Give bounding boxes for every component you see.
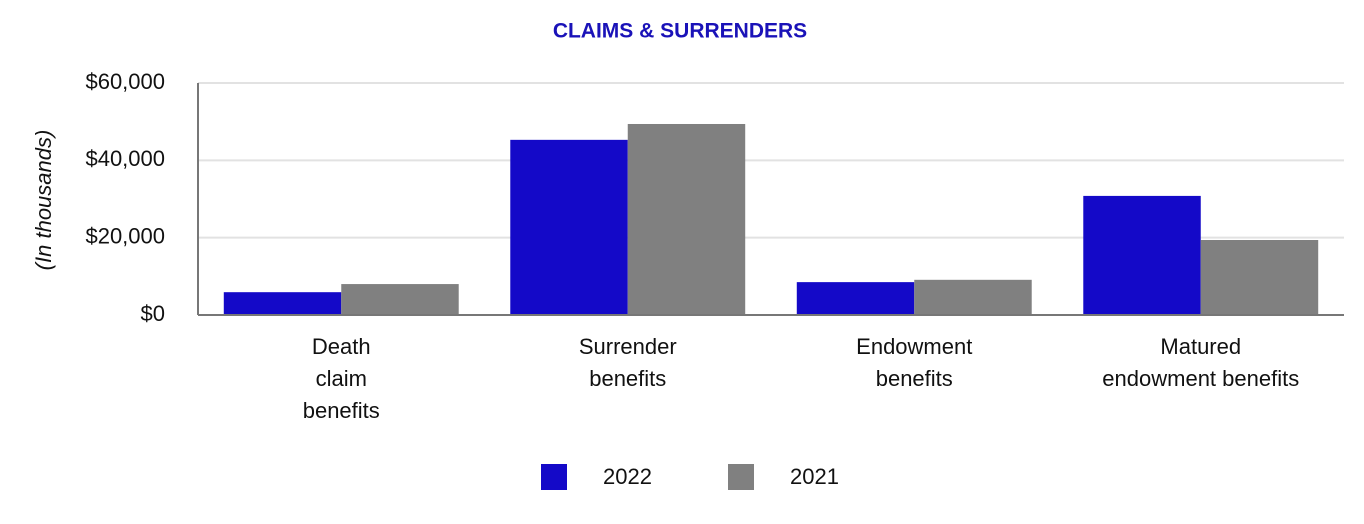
x-tick-label: Matured endowment benefits (1102, 334, 1300, 391)
x-tick-label: Surrender benefits (578, 334, 677, 391)
bar (914, 279, 1032, 315)
y-axis-label: (In thousands) (31, 130, 56, 271)
x-tick-label: Death claim benefits (302, 334, 380, 423)
y-tick-label: $40,000 (85, 146, 165, 171)
chart-title: CLAIMS & SURRENDERS (553, 20, 807, 43)
bar (510, 139, 628, 315)
bar (796, 282, 915, 315)
bar (1083, 195, 1201, 315)
bar (223, 292, 342, 315)
legend-label: 2021 (790, 464, 839, 489)
x-tick-label: Endowment benefits (856, 334, 973, 391)
bar (1200, 239, 1319, 315)
y-tick-label: $60,000 (85, 69, 165, 94)
bar (627, 123, 746, 315)
legend-swatch (541, 464, 567, 490)
bar (341, 284, 459, 315)
legend-label: 2022 (603, 464, 652, 489)
legend-swatch (728, 464, 754, 490)
y-tick-label: $0 (141, 301, 165, 326)
y-tick-label: $20,000 (85, 223, 165, 248)
